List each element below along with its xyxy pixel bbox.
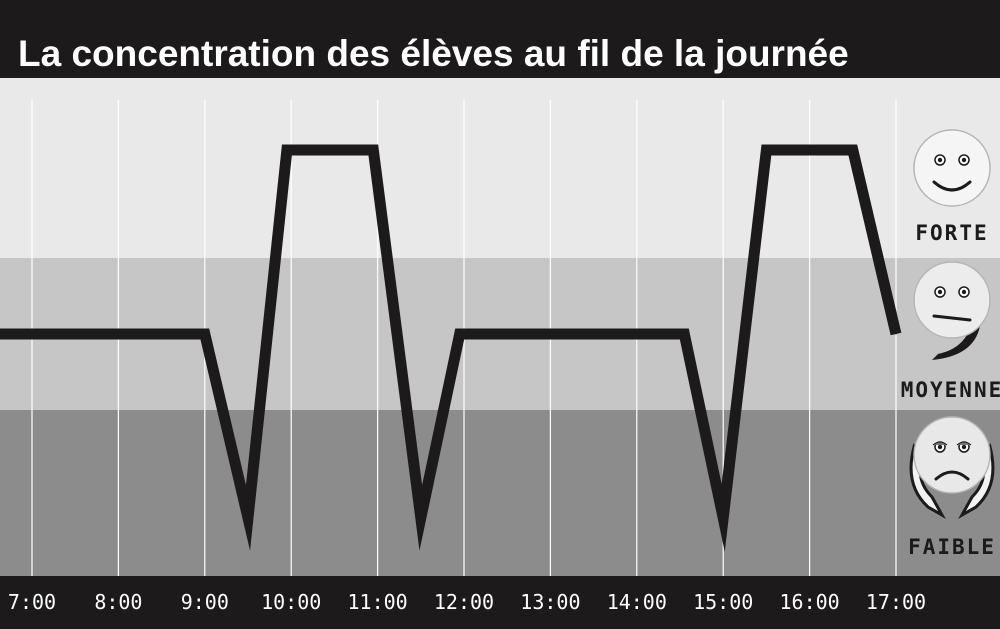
x-tick-label: 16:00 bbox=[779, 590, 839, 614]
mouth bbox=[932, 314, 972, 322]
x-tick-label: 15:00 bbox=[693, 590, 753, 614]
data-point bbox=[683, 333, 685, 335]
x-tick-label: 10:00 bbox=[261, 590, 321, 614]
x-tick-label: 12:00 bbox=[434, 590, 494, 614]
pupil bbox=[937, 157, 943, 163]
data-point bbox=[765, 149, 767, 151]
eyelid bbox=[932, 441, 948, 446]
x-tick-label: 9:00 bbox=[181, 590, 229, 614]
level-indicators: FORTE MOYENNE FAIBLE bbox=[901, 129, 1000, 559]
pupil bbox=[961, 157, 967, 163]
pupil bbox=[961, 444, 967, 450]
level-label-moyenne: MOYENNE bbox=[901, 378, 1000, 402]
pupil bbox=[937, 289, 943, 295]
mouth bbox=[934, 470, 970, 481]
pupil bbox=[961, 289, 967, 295]
concentration-line bbox=[0, 144, 902, 552]
x-tick-label: 14:00 bbox=[607, 590, 667, 614]
mouth bbox=[932, 180, 972, 192]
level-bands bbox=[0, 78, 1000, 576]
data-point bbox=[0, 333, 1, 335]
happy-face-icon bbox=[913, 129, 991, 207]
data-point bbox=[722, 517, 724, 519]
level-label-forte: FORTE bbox=[915, 221, 988, 245]
x-tick-label: 13:00 bbox=[520, 590, 580, 614]
data-point bbox=[372, 149, 374, 151]
neutral-face-icon bbox=[913, 261, 991, 339]
chart-title: La concentration des élèves au fil de la… bbox=[18, 33, 849, 74]
band-faible bbox=[0, 410, 1000, 576]
level-moyenne: MOYENNE bbox=[901, 261, 1000, 402]
x-tick-label: 11:00 bbox=[347, 590, 407, 614]
data-point bbox=[895, 333, 897, 335]
x-tick-label: 7:00 bbox=[8, 590, 56, 614]
data-point bbox=[420, 517, 422, 519]
data-point bbox=[204, 333, 206, 335]
pupil bbox=[937, 444, 943, 450]
data-point bbox=[286, 149, 288, 151]
x-axis-ticks: 7:00 8:00 9:00 10:00 11:00 12:00 13:00 14:00 15:… bbox=[8, 590, 926, 614]
level-forte: FORTE bbox=[913, 129, 991, 245]
x-tick-label: 8:00 bbox=[94, 590, 142, 614]
data-point bbox=[459, 333, 461, 335]
x-tick-label: 17:00 bbox=[866, 590, 926, 614]
level-label-faible: FAIBLE bbox=[908, 535, 996, 559]
sad-face-icon bbox=[913, 416, 991, 494]
band-forte bbox=[0, 78, 1000, 258]
data-point bbox=[852, 149, 854, 151]
level-faible: FAIBLE bbox=[908, 416, 996, 559]
eyelid bbox=[956, 441, 972, 446]
data-point bbox=[247, 517, 249, 519]
